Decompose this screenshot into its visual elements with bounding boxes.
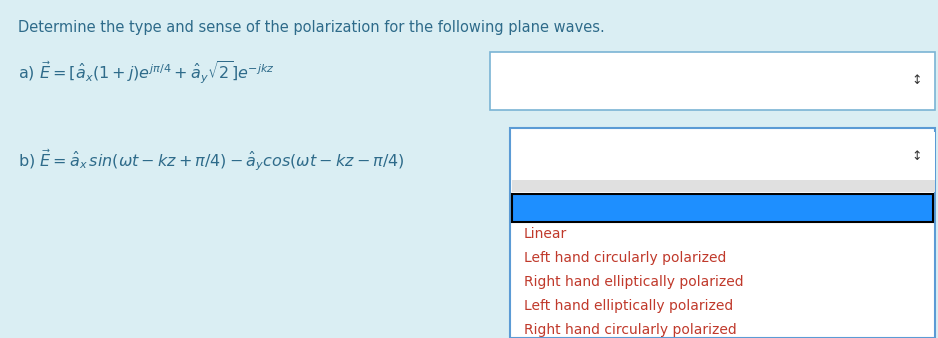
Bar	[512, 194, 933, 222]
Bar	[512, 180, 935, 192]
Text: Linear: Linear	[524, 227, 567, 241]
Text: Right hand circularly polarized: Right hand circularly polarized	[524, 323, 736, 337]
Bar	[490, 52, 935, 110]
Bar	[512, 132, 935, 192]
Text: Determine the type and sense of the polarization for the following plane waves.: Determine the type and sense of the pola…	[18, 20, 605, 35]
Text: b) $\vec{E} = \hat{a}_x\,sin(\omega t - kz + \pi/4) - \hat{a}_y cos(\omega t - k: b) $\vec{E} = \hat{a}_x\,sin(\omega t - …	[18, 147, 404, 173]
Text: Left hand circularly polarized: Left hand circularly polarized	[524, 251, 726, 265]
Text: ↕: ↕	[912, 74, 922, 88]
Text: ↕: ↕	[912, 149, 922, 163]
Bar	[510, 128, 935, 338]
Text: a) $\vec{E} = [\hat{a}_x(1+j)e^{j\pi/4} + \hat{a}_y\sqrt{2}]e^{-jkz}$: a) $\vec{E} = [\hat{a}_x(1+j)e^{j\pi/4} …	[18, 60, 275, 86]
Text: Right hand elliptically polarized: Right hand elliptically polarized	[524, 275, 744, 289]
Text: Left hand elliptically polarized: Left hand elliptically polarized	[524, 299, 734, 313]
